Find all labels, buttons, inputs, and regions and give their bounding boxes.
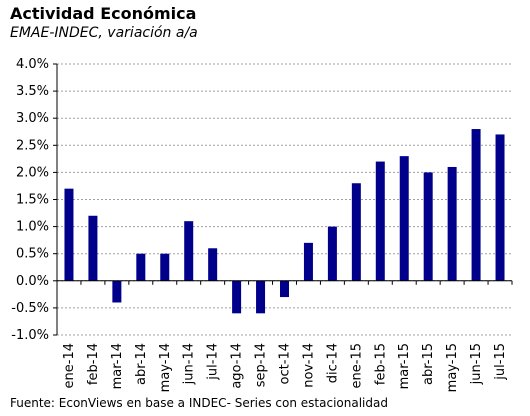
x-tick-label: feb-14 [86,343,101,385]
x-tick-label: jul-15 [493,343,508,381]
x-tick-label: mar-14 [110,343,125,389]
y-tick-label: -0.5% [11,301,49,316]
bar [327,226,337,281]
x-tick-label: may-15 [445,343,460,392]
x-tick-label: nov-14 [301,343,316,388]
y-tick-label: 3.5% [16,84,49,99]
bar [208,248,218,281]
bar [471,129,481,281]
x-tick-label: jun-14 [182,343,197,385]
x-tick-label: jun-15 [469,343,484,385]
bar [184,221,194,281]
x-tick-label: dic-14 [325,343,340,383]
bar [160,253,170,281]
bar [64,188,74,281]
bar [256,280,266,314]
bar [303,242,313,281]
bar [495,134,505,281]
x-tick-label: abr-14 [134,343,149,385]
x-tick-label: oct-14 [278,343,293,384]
x-tick-label: abr-15 [421,343,436,385]
y-tick-label: 1.0% [16,220,49,235]
x-tick-label: may-14 [158,343,173,392]
x-tick-label: sep-14 [254,343,269,387]
bar [88,215,98,281]
x-tick-label: ago-14 [230,343,245,389]
x-tick-label: jul-14 [206,343,221,381]
x-tick-label: ene-15 [349,343,364,388]
chart-title: Actividad Económica [10,4,197,23]
y-tick-label: 2.5% [16,138,49,153]
chart-source: Fuente: EconViews en base a INDEC- Serie… [10,396,388,410]
y-tick-label: 0.0% [16,274,49,289]
bar [375,161,385,281]
bar [112,280,122,303]
bar [136,253,146,281]
x-tick-label: ene-14 [62,343,77,388]
bar [232,280,242,314]
y-tick-label: 4.0% [16,57,49,72]
y-tick-label: 1.5% [16,193,49,208]
y-tick-label: -1.0% [11,328,49,343]
bar [447,166,457,281]
bar [423,172,433,281]
bar [351,183,361,281]
bar [280,280,289,298]
y-tick-label: 2.0% [16,165,49,180]
x-tick-label: mar-15 [397,343,412,389]
y-tick-label: 0.5% [16,247,49,262]
x-tick-label: feb-15 [373,343,388,385]
chart-subtitle: EMAE-INDEC, variación a/a [10,25,198,41]
bar [399,156,409,281]
y-tick-label: 3.0% [16,111,49,126]
